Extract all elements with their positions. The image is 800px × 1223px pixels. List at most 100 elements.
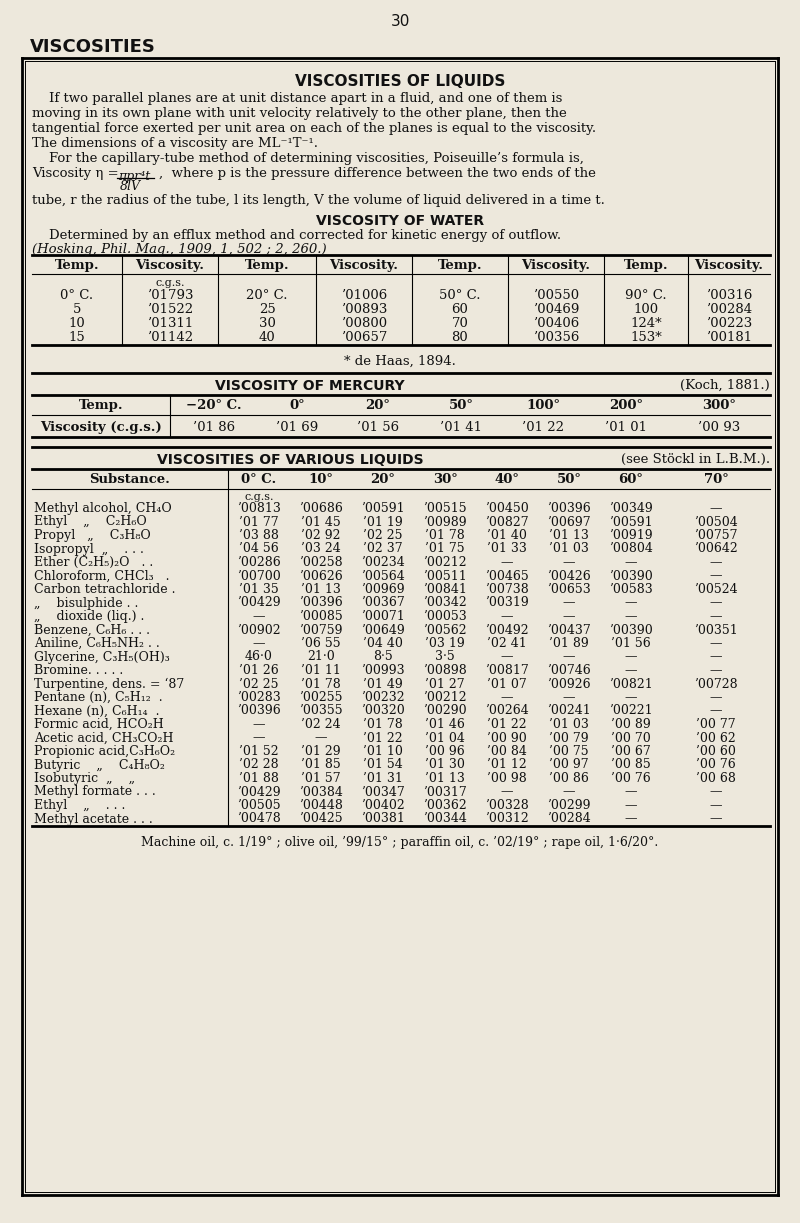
Text: ’01 27: ’01 27 — [425, 678, 465, 691]
Text: 40: 40 — [258, 331, 275, 344]
Text: ’00319: ’00319 — [485, 597, 529, 609]
Text: tangential force exerted per unit area on each of the planes is equal to the vis: tangential force exerted per unit area o… — [32, 122, 596, 135]
Text: ’00356: ’00356 — [533, 331, 579, 344]
Text: ’00 85: ’00 85 — [611, 758, 651, 772]
Text: 30: 30 — [258, 317, 275, 330]
Text: ’01 46: ’01 46 — [425, 718, 465, 731]
Text: ’01 52: ’01 52 — [239, 745, 279, 758]
Text: ’02 25: ’02 25 — [239, 678, 278, 691]
Text: ’01 30: ’01 30 — [425, 758, 465, 772]
Text: ’00362: ’00362 — [423, 799, 467, 812]
Text: 20°: 20° — [370, 473, 395, 486]
Text: 25: 25 — [258, 303, 275, 316]
Text: ’01793: ’01793 — [146, 289, 194, 302]
Text: ’00759: ’00759 — [299, 624, 342, 636]
Text: ’00591: ’00591 — [609, 516, 653, 528]
Text: —: — — [710, 597, 722, 609]
Text: ’00 79: ’00 79 — [549, 731, 589, 745]
Text: ’00564: ’00564 — [361, 570, 405, 582]
Text: ’01 13: ’01 13 — [549, 530, 589, 542]
Text: ’02 92: ’02 92 — [302, 530, 341, 542]
Text: ’00085: ’00085 — [299, 610, 343, 623]
Text: ’00448: ’00448 — [299, 799, 343, 812]
Text: ’01 85: ’01 85 — [301, 758, 341, 772]
Text: 40°: 40° — [494, 473, 519, 486]
Text: ’00 60: ’00 60 — [696, 745, 736, 758]
Text: ’03 88: ’03 88 — [239, 530, 279, 542]
Text: ’00284: ’00284 — [547, 812, 591, 826]
Text: Ethyl    „    . . .: Ethyl „ . . . — [34, 799, 126, 812]
Text: 100: 100 — [634, 303, 658, 316]
Text: ’00504: ’00504 — [694, 516, 738, 528]
Text: ’01 49: ’01 49 — [363, 678, 403, 691]
Text: Temp.: Temp. — [438, 259, 482, 272]
Text: ’00284: ’00284 — [706, 303, 752, 316]
Text: ’00738: ’00738 — [485, 583, 529, 596]
Text: 30°: 30° — [433, 473, 458, 486]
Text: Temp.: Temp. — [54, 259, 99, 272]
Text: ’00642: ’00642 — [694, 543, 738, 555]
Text: —: — — [710, 570, 722, 582]
Text: ’00355: ’00355 — [299, 704, 343, 718]
Text: ’01 88: ’01 88 — [239, 772, 279, 785]
Text: ’00396: ’00396 — [237, 704, 281, 718]
Text: ’01 13: ’01 13 — [425, 772, 465, 785]
Text: 0°: 0° — [289, 399, 305, 412]
Text: ’02 28: ’02 28 — [239, 758, 279, 772]
Text: —: — — [501, 610, 514, 623]
Text: 70°: 70° — [704, 473, 728, 486]
Text: Butyric    „    C₄H₈O₂: Butyric „ C₄H₈O₂ — [34, 758, 165, 772]
Text: ’01 22: ’01 22 — [487, 718, 527, 731]
Text: ’00649: ’00649 — [361, 624, 405, 636]
Text: ’00524: ’00524 — [694, 583, 738, 596]
Text: ’00550: ’00550 — [533, 289, 579, 302]
Text: ’00396: ’00396 — [547, 501, 591, 515]
Text: 3·5: 3·5 — [435, 651, 455, 664]
Text: —: — — [562, 597, 575, 609]
Text: 50°: 50° — [557, 473, 582, 486]
Text: ’00 76: ’00 76 — [696, 758, 736, 772]
Text: ’01 03: ’01 03 — [549, 718, 589, 731]
Text: ’01 54: ’01 54 — [363, 758, 403, 772]
Text: 200°: 200° — [609, 399, 643, 412]
Text: ’00450: ’00450 — [485, 501, 529, 515]
Text: 30: 30 — [390, 13, 410, 29]
Text: Viscosity.: Viscosity. — [135, 259, 205, 272]
Text: ’00 84: ’00 84 — [487, 745, 527, 758]
Text: (Koch, 1881.): (Koch, 1881.) — [680, 379, 770, 393]
Text: ’00827: ’00827 — [485, 516, 529, 528]
Text: Bromine. . . . .: Bromine. . . . . — [34, 664, 123, 678]
Text: —: — — [710, 785, 722, 799]
Text: ’01 56: ’01 56 — [611, 637, 651, 649]
Text: —: — — [710, 651, 722, 664]
Text: —: — — [625, 651, 638, 664]
Text: ’00344: ’00344 — [423, 812, 467, 826]
Text: ’01 78: ’01 78 — [363, 718, 403, 731]
Text: Carbon tetrachloride .: Carbon tetrachloride . — [34, 583, 175, 596]
Text: 10°: 10° — [309, 473, 334, 486]
Text: ’00591: ’00591 — [361, 501, 405, 515]
Text: ’00367: ’00367 — [361, 597, 405, 609]
Text: —: — — [710, 610, 722, 623]
Text: 0° C.: 0° C. — [61, 289, 94, 302]
Text: „    dioxide (liq.) .: „ dioxide (liq.) . — [34, 610, 144, 623]
Text: 15: 15 — [69, 331, 86, 344]
Text: —: — — [625, 691, 638, 704]
Text: —: — — [501, 556, 514, 569]
Text: Aniline, C₆H₅NH₂ . .: Aniline, C₆H₅NH₂ . . — [34, 637, 160, 649]
Text: Isobutyric  „    „: Isobutyric „ „ — [34, 772, 135, 785]
Text: ’00255: ’00255 — [299, 691, 342, 704]
Text: ’01522: ’01522 — [147, 303, 193, 316]
Text: Turpentine, dens. = ‘87: Turpentine, dens. = ‘87 — [34, 678, 184, 691]
Text: ’00511: ’00511 — [423, 570, 467, 582]
Text: ’00212: ’00212 — [423, 556, 467, 569]
Text: ’00384: ’00384 — [299, 785, 343, 799]
Text: Determined by an efflux method and corrected for kinetic energy of outflow.: Determined by an efflux method and corre… — [32, 229, 561, 242]
Text: ’00426: ’00426 — [547, 570, 591, 582]
Text: Machine oil, c. 1/19° ; olive oil, ’99/15° ; paraffin oil, c. ’02/19° ; rape oil: Machine oil, c. 1/19° ; olive oil, ’99/1… — [142, 837, 658, 849]
Text: ’06 55: ’06 55 — [301, 637, 341, 649]
Text: ’00697: ’00697 — [547, 516, 591, 528]
Text: ’00342: ’00342 — [423, 597, 467, 609]
Text: ’00492: ’00492 — [485, 624, 529, 636]
Text: 20° C.: 20° C. — [246, 289, 288, 302]
